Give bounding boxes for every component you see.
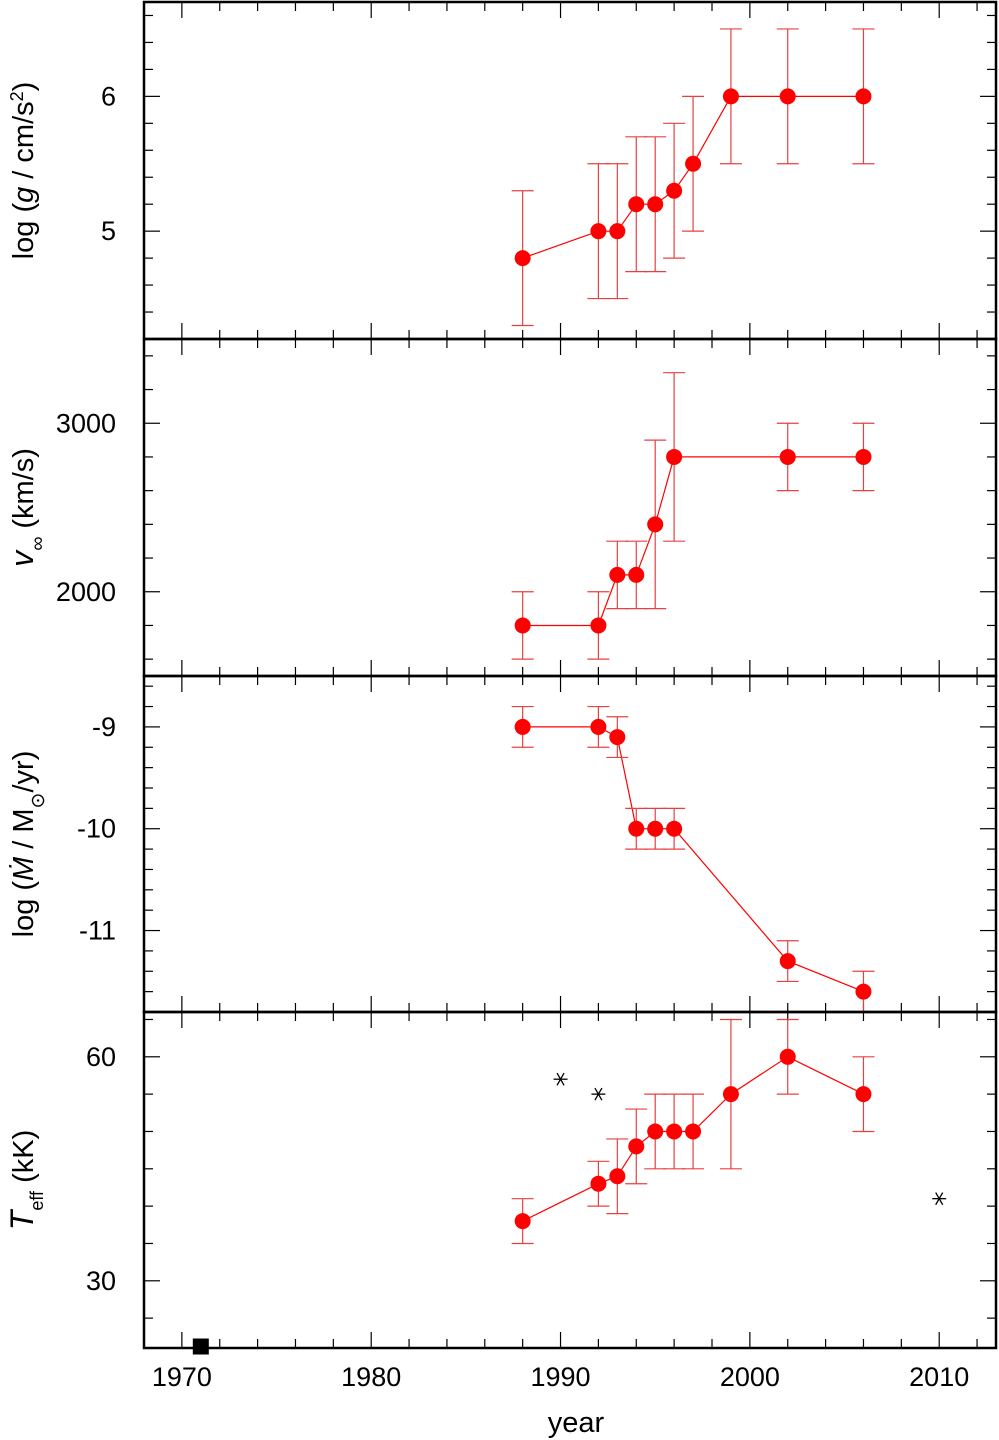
y-axis-label: log (Ṁ / M⊙/yr) — [8, 751, 49, 938]
data-point — [666, 182, 683, 199]
data-point — [779, 1048, 796, 1065]
data-point — [666, 448, 683, 465]
data-point — [932, 1192, 947, 1206]
y-axis-label-part: 2 — [7, 91, 27, 101]
data-point — [722, 1086, 739, 1103]
y-tick-label: 30 — [86, 1266, 116, 1296]
x-tick-labels: 1970 1980 1990 2000 2010 — [152, 1362, 969, 1392]
series-circle — [511, 1018, 875, 1245]
y-tick-label: 6 — [101, 81, 116, 111]
y-axis-label-part: g — [8, 187, 40, 203]
data-point — [609, 566, 626, 583]
series-circle — [511, 705, 875, 1013]
x-tick-label: 2000 — [720, 1362, 780, 1392]
x-axis-label: year — [548, 1407, 605, 1439]
data-point — [722, 88, 739, 105]
panel-teff: 30 60 Teff (kK) — [4, 1010, 998, 1355]
data-point — [590, 1175, 607, 1192]
data-point — [514, 617, 531, 634]
y-tick-label: 5 — [101, 216, 116, 246]
data-point — [855, 88, 872, 105]
y-axis-label: v∞ (km/s) — [4, 448, 49, 567]
data-point — [628, 820, 645, 837]
data-point — [647, 1123, 664, 1140]
data-point — [514, 718, 531, 735]
panel-frame — [142, 0, 998, 341]
y-tick-label: 3000 — [56, 408, 116, 438]
data-point — [855, 1086, 872, 1103]
y-axis-label-part: v — [4, 549, 40, 567]
y-axis-label-part: ) — [8, 82, 40, 92]
series-line — [522, 95, 864, 259]
data-point — [609, 729, 626, 746]
series-line — [522, 456, 864, 627]
y-axis-label-part: T — [4, 1208, 40, 1230]
y-axis-label-part: eff — [27, 1190, 47, 1211]
data-point — [553, 1072, 568, 1086]
data-point — [779, 448, 796, 465]
y-axis-label-part: / cm/s — [8, 101, 40, 186]
asterisk-stroke — [556, 1072, 565, 1086]
data-point — [855, 448, 872, 465]
data-point — [591, 1087, 606, 1101]
data-point — [855, 983, 872, 1000]
series-asterisk — [553, 1072, 947, 1206]
data-point — [628, 196, 645, 213]
y-axis-label-part: /yr) — [8, 751, 40, 793]
data-point — [514, 1213, 531, 1230]
asterisk-stroke — [935, 1192, 944, 1206]
data-point — [647, 820, 664, 837]
data-point — [590, 718, 607, 735]
y-axis-label: log (g / cm/s2) — [7, 82, 40, 260]
data-point — [647, 516, 664, 533]
panel-frame — [142, 1010, 998, 1350]
series-line — [522, 726, 864, 993]
panel-logg: 5 6 log (g / cm/s2) — [7, 0, 998, 341]
data-point — [647, 196, 664, 213]
y-axis-label-part: Ṁ — [8, 856, 40, 881]
series-circle — [511, 28, 875, 327]
y-axis-label-part: (km/s) — [8, 448, 40, 537]
y-axis-label-part: / M — [8, 808, 40, 856]
y-tick-label: -11 — [79, 916, 116, 946]
data-point — [192, 1338, 209, 1355]
y-axis-label-part: (kK) — [8, 1130, 40, 1191]
y-tick-label: -10 — [77, 814, 116, 844]
y-tick-label: 60 — [86, 1042, 116, 1072]
y-tick-label: -9 — [92, 712, 116, 742]
x-tick-label: 1980 — [341, 1362, 401, 1392]
y-axis-label-part: log ( — [8, 881, 40, 938]
data-point — [628, 566, 645, 583]
data-point — [590, 223, 607, 240]
data-point — [609, 223, 626, 240]
data-point — [666, 1123, 683, 1140]
data-point — [685, 155, 702, 172]
y-axis-label: Teff (kK) — [4, 1130, 47, 1230]
asterisk-stroke — [594, 1087, 603, 1101]
data-point — [628, 1138, 645, 1155]
series-circle — [511, 372, 875, 660]
data-point — [590, 617, 607, 634]
series-line — [522, 1056, 864, 1222]
y-axis-label-part: ∞ — [27, 537, 49, 551]
x-tick-label: 2010 — [909, 1362, 969, 1392]
data-point — [779, 88, 796, 105]
y-axis-label-part: log ( — [8, 203, 40, 260]
data-point — [666, 820, 683, 837]
y-axis-label-part: ⊙ — [28, 793, 49, 809]
x-tick-label: 1970 — [152, 1362, 212, 1392]
data-point — [685, 1123, 702, 1140]
data-point — [779, 953, 796, 970]
data-point — [609, 1168, 626, 1185]
y-tick-label: 2000 — [56, 577, 116, 607]
panel-mdot: -9 -10 -11 log (Ṁ / M⊙/yr) — [8, 674, 998, 1014]
x-tick-label: 1990 — [530, 1362, 590, 1392]
series-square — [192, 1338, 209, 1355]
data-point — [514, 250, 531, 267]
